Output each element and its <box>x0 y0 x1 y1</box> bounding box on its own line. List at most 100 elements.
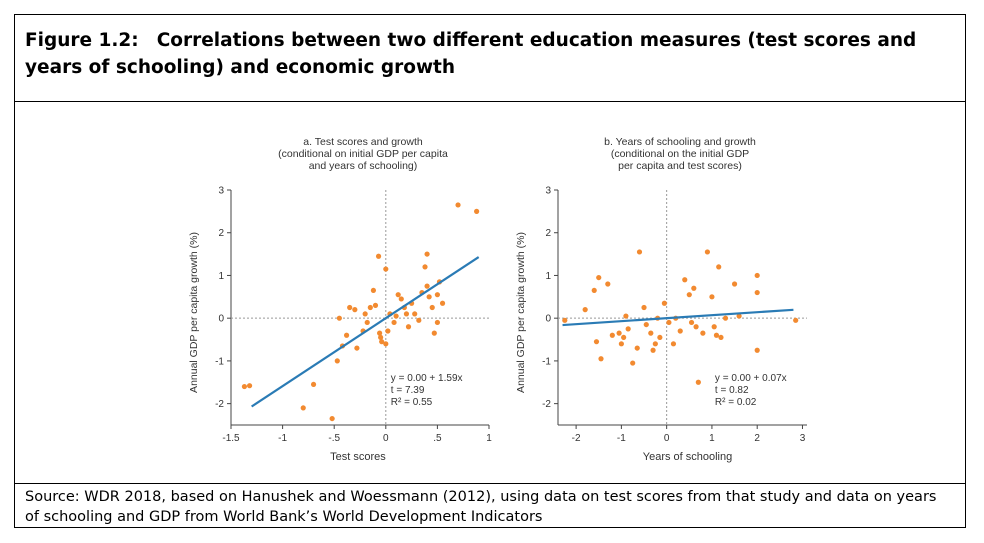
chart-panel-a: a. Test scores and growth(conditional on… <box>188 136 492 463</box>
data-point <box>347 304 353 311</box>
data-point <box>688 319 695 326</box>
data-point <box>731 281 738 287</box>
data-point <box>623 313 629 319</box>
data-point <box>246 383 253 389</box>
data-point <box>377 330 383 336</box>
data-point <box>754 347 760 353</box>
data-point <box>336 315 342 321</box>
data-point <box>562 317 568 323</box>
data-point <box>618 341 624 347</box>
data-point <box>661 300 667 306</box>
data-point <box>716 264 722 270</box>
x-axis-label: Test scores <box>330 451 386 463</box>
data-point <box>793 317 799 323</box>
data-point <box>391 319 397 326</box>
chart-title-line: b. Years of schooling and growth <box>604 136 756 148</box>
y-tick-label: 1 <box>218 271 224 282</box>
data-point <box>630 360 636 366</box>
x-tick-label: 0 <box>383 433 389 444</box>
data-point <box>405 324 412 330</box>
x-tick-label: -.5 <box>328 433 340 444</box>
data-point <box>593 339 600 345</box>
data-point <box>641 304 647 311</box>
data-point <box>362 311 368 317</box>
data-point <box>636 249 643 255</box>
data-point <box>424 251 430 257</box>
data-point <box>666 319 672 326</box>
x-tick-label: .5 <box>433 433 442 444</box>
data-point <box>693 324 699 330</box>
data-point <box>343 332 350 338</box>
figure-title-text: Correlations between two different educa… <box>25 30 917 78</box>
data-point <box>300 405 306 411</box>
figure-title-box: Figure 1.2: Correlations between two diff… <box>15 15 965 102</box>
data-point <box>416 317 422 323</box>
data-point <box>455 202 461 208</box>
data-point <box>657 334 663 341</box>
data-point <box>310 381 317 388</box>
data-point <box>686 292 692 298</box>
data-point <box>364 319 370 326</box>
data-point <box>695 379 701 385</box>
data-point <box>334 358 340 364</box>
y-tick-label: 3 <box>545 186 551 197</box>
y-tick-label: 0 <box>545 314 551 325</box>
data-point <box>670 341 677 347</box>
regression-stat: t = 0.82 <box>715 385 749 396</box>
y-axis-label: Annual GDP per capita growth (%) <box>188 232 200 393</box>
source-note: Source: WDR 2018, based on Hanushek and … <box>15 483 965 527</box>
data-point <box>700 330 706 336</box>
data-point <box>718 334 724 341</box>
x-tick-label: 1 <box>709 433 715 444</box>
regression-stat: t = 7.39 <box>391 385 425 396</box>
chart-title-line: (conditional on initial GDP per capita <box>278 148 448 160</box>
data-point <box>691 285 697 291</box>
data-point <box>383 341 389 347</box>
chart-panel-b: b. Years of schooling and growth(conditi… <box>515 136 807 463</box>
data-point <box>412 311 418 317</box>
chart-title-line: per capita and test scores) <box>618 160 742 172</box>
regression-stat: R² = 0.02 <box>715 397 757 408</box>
data-point <box>722 315 729 321</box>
data-point <box>711 324 717 330</box>
data-point <box>596 274 602 281</box>
data-point <box>395 292 401 298</box>
data-point <box>426 294 432 300</box>
data-point <box>375 253 382 259</box>
data-point <box>372 302 379 308</box>
x-tick-label: 3 <box>800 433 806 444</box>
data-point <box>431 330 437 336</box>
data-point <box>609 332 615 338</box>
data-point <box>439 300 446 306</box>
y-tick-label: -2 <box>215 399 224 410</box>
data-point <box>709 294 715 300</box>
data-point <box>598 356 604 362</box>
data-point <box>634 345 640 351</box>
data-point <box>754 272 760 279</box>
data-point <box>591 287 597 294</box>
regression-stat: y = 0.00 + 1.59x <box>391 373 463 384</box>
chart-title-line: a. Test scores and growth <box>303 136 423 148</box>
x-tick-label: -1 <box>617 433 626 444</box>
chart-title-line: (conditional on the initial GDP <box>611 148 749 160</box>
x-tick-label: -1.5 <box>222 433 240 444</box>
x-tick-label: 0 <box>664 433 670 444</box>
fit-line <box>251 256 480 408</box>
data-point <box>713 332 720 338</box>
y-tick-label: 3 <box>218 186 224 197</box>
data-point <box>648 330 654 336</box>
data-point <box>398 296 404 302</box>
data-point <box>329 415 335 422</box>
data-point <box>682 277 688 283</box>
data-point <box>352 307 358 313</box>
figure-frame: Figure 1.2: Correlations between two diff… <box>14 14 966 528</box>
data-point <box>736 313 742 319</box>
y-tick-label: -1 <box>542 356 551 367</box>
figure-number: Figure 1.2: <box>25 30 139 51</box>
charts-svg: a. Test scores and growth(conditional on… <box>188 136 807 463</box>
fit-line <box>562 308 794 327</box>
x-tick-label: 1 <box>486 433 492 444</box>
data-point <box>429 304 435 311</box>
data-point <box>754 289 760 296</box>
data-point <box>354 345 360 351</box>
